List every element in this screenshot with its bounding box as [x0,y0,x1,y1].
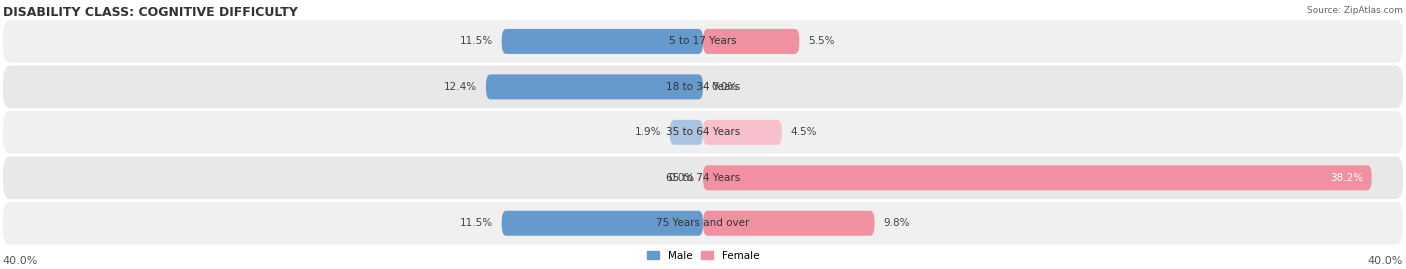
Text: 0.0%: 0.0% [668,173,695,183]
FancyBboxPatch shape [3,202,1403,245]
Text: 35 to 64 Years: 35 to 64 Years [666,127,740,137]
Text: 18 to 34 Years: 18 to 34 Years [666,82,740,92]
Text: 38.2%: 38.2% [1330,173,1362,183]
Text: 65 to 74 Years: 65 to 74 Years [666,173,740,183]
Text: 5 to 17 Years: 5 to 17 Years [669,36,737,47]
Text: 1.9%: 1.9% [634,127,661,137]
Text: DISABILITY CLASS: COGNITIVE DIFFICULTY: DISABILITY CLASS: COGNITIVE DIFFICULTY [3,6,298,19]
FancyBboxPatch shape [703,165,1372,190]
Text: 12.4%: 12.4% [444,82,477,92]
FancyBboxPatch shape [3,111,1403,154]
Text: 5.5%: 5.5% [808,36,835,47]
Text: 0.0%: 0.0% [711,82,738,92]
FancyBboxPatch shape [486,74,703,99]
Legend: Male, Female: Male, Female [643,246,763,265]
Text: 9.8%: 9.8% [883,218,910,228]
Text: 75 Years and over: 75 Years and over [657,218,749,228]
FancyBboxPatch shape [3,66,1403,108]
FancyBboxPatch shape [703,211,875,236]
Text: Source: ZipAtlas.com: Source: ZipAtlas.com [1308,6,1403,15]
FancyBboxPatch shape [669,120,703,145]
Text: 40.0%: 40.0% [1368,256,1403,266]
FancyBboxPatch shape [502,211,703,236]
FancyBboxPatch shape [3,156,1403,199]
Text: 11.5%: 11.5% [460,36,494,47]
Text: 40.0%: 40.0% [3,256,38,266]
FancyBboxPatch shape [502,29,703,54]
Text: 4.5%: 4.5% [790,127,817,137]
FancyBboxPatch shape [703,29,799,54]
FancyBboxPatch shape [703,120,782,145]
FancyBboxPatch shape [3,20,1403,63]
Text: 11.5%: 11.5% [460,218,494,228]
